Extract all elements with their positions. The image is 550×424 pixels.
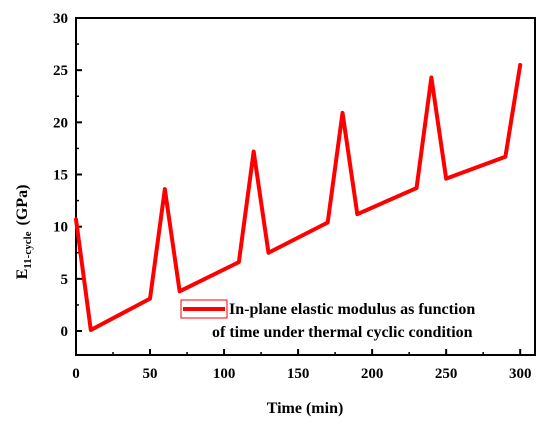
legend-label-line2: of time under thermal cyclic condition xyxy=(212,324,473,341)
svg-text:E11-cycle(GPa): E11-cycle (GPa) xyxy=(14,185,34,280)
y-tick-label: 25 xyxy=(53,63,68,79)
x-tick-label: 150 xyxy=(287,366,310,382)
y-tick-label: 30 xyxy=(53,11,68,27)
y-axis-title-sub: 11-cycle xyxy=(22,231,34,268)
y-axis-title-main: E xyxy=(14,269,31,280)
y-tick-label: 20 xyxy=(53,115,68,131)
x-tick-label: 200 xyxy=(361,366,384,382)
plot-frame xyxy=(75,17,536,356)
y-tick-label: 5 xyxy=(61,272,69,288)
y-tick-label: 10 xyxy=(53,220,68,236)
x-axis-title: Time (min) xyxy=(267,400,344,417)
legend-label-line1: In-plane elastic modulus as function xyxy=(229,301,475,318)
x-tick-label: 50 xyxy=(143,366,158,382)
series-line xyxy=(74,62,523,332)
y-axis-title: E11-cycle (GPa) xyxy=(14,185,34,280)
x-tick-label: 100 xyxy=(213,366,236,382)
x-tick-label: 250 xyxy=(435,366,458,382)
x-tick-label: 0 xyxy=(72,366,80,382)
x-tick-label: 300 xyxy=(509,366,532,382)
y-axis-title-unit: (GPa) xyxy=(14,185,31,226)
y-tick-label: 0 xyxy=(61,324,69,340)
y-tick-label: 15 xyxy=(53,168,68,184)
legend-swatch-box xyxy=(180,299,228,319)
